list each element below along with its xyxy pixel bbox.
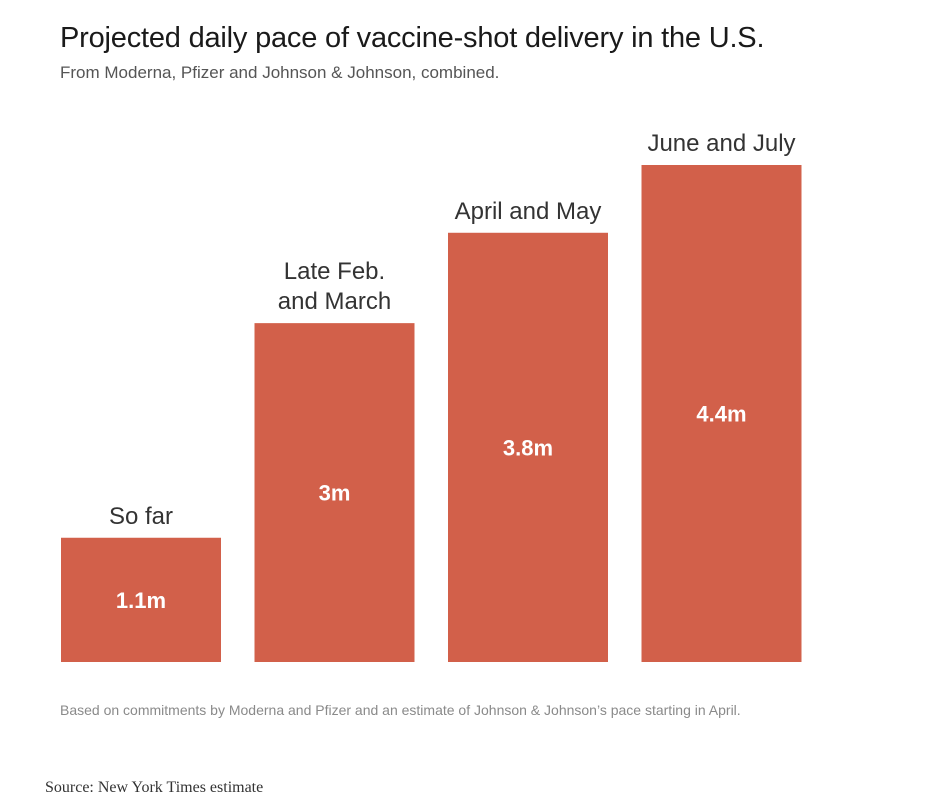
value-label-1: 3m [319,481,351,506]
category-label-3-0: June and July [647,130,795,157]
category-label-2-0: April and May [455,198,602,225]
bar-2 [448,232,608,663]
bar-0 [61,537,221,662]
category-label-0-0: So far [109,503,173,530]
value-label-3: 4.4m [696,402,746,427]
bar-3 [641,165,802,662]
chart-note: Based on commitments by Moderna and Pfiz… [60,702,741,718]
chart-source: Source: New York Times estimate [45,779,264,796]
value-label-0: 1.1m [116,588,166,613]
category-label-1-1: and March [278,288,391,315]
bar-chart: 1.1m So far 3m Late Feb. and March 3.8m April … [61,130,802,663]
bar-1 [254,323,415,662]
chart-title: Projected daily pace of vaccine-shot del… [60,22,765,54]
value-label-2: 3.8m [503,435,553,460]
category-label-1-0: Late Feb. [284,258,385,285]
chart-subtitle: From Moderna, Pfizer and Johnson & Johns… [60,63,500,82]
